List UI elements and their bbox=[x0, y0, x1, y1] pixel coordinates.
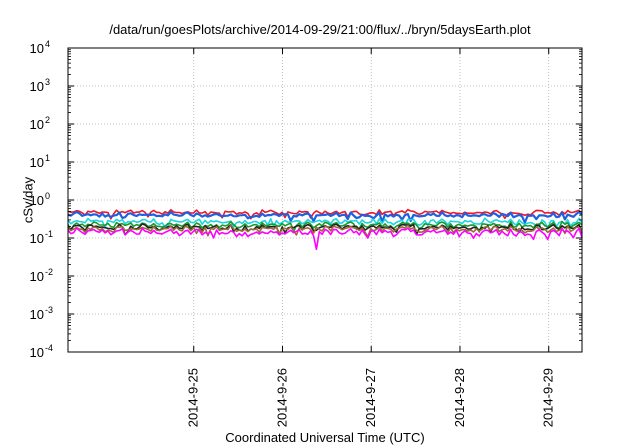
plot-area-border bbox=[67, 47, 583, 353]
x-tick-label: 2014-9-29 bbox=[541, 368, 556, 427]
y-tick-label-exponent: -2 bbox=[45, 267, 53, 277]
y-tick-label-exponent: 0 bbox=[45, 191, 50, 201]
x-tick-label: 2014-9-27 bbox=[363, 368, 378, 427]
x-tick-label: 2014-9-25 bbox=[186, 368, 201, 427]
y-axis-label: cSv/day bbox=[20, 176, 36, 224]
series-lines bbox=[67, 208, 583, 251]
series-line bbox=[67, 210, 583, 224]
y-tick-label-exponent: 2 bbox=[45, 115, 50, 125]
series-line bbox=[67, 217, 583, 230]
y-tick-label: 10 bbox=[30, 231, 44, 246]
x-tick-label: 2014-9-26 bbox=[274, 368, 289, 427]
series-line bbox=[67, 220, 583, 233]
y-tick-label-exponent: 4 bbox=[45, 39, 50, 49]
series-line bbox=[67, 227, 583, 251]
y-tick-label: 10 bbox=[30, 307, 44, 322]
y-tick-label: 10 bbox=[30, 155, 44, 170]
y-tick-label: 10 bbox=[30, 117, 44, 132]
x-axis-label: Coordinated Universal Time (UTC) bbox=[225, 430, 425, 445]
chart-title: /data/run/goesPlots/archive/2014-09-29/2… bbox=[109, 22, 531, 37]
y-tick-label-exponent: 3 bbox=[45, 77, 50, 87]
y-tick-label-exponent: -3 bbox=[45, 305, 53, 315]
y-tick-label: 10 bbox=[30, 193, 44, 208]
series-line bbox=[67, 208, 583, 220]
y-tick-label: 10 bbox=[30, 269, 44, 284]
grid-lines bbox=[68, 48, 582, 352]
y-tick-label-exponent: -1 bbox=[45, 229, 53, 239]
y-tick-label: 10 bbox=[30, 41, 44, 56]
y-tick-label: 10 bbox=[30, 345, 44, 360]
series-line bbox=[67, 224, 583, 238]
x-axis: 2014-9-25 2014-9-26 2014-9-27 2014-9-28 2014… bbox=[186, 48, 556, 427]
y-tick-label-exponent: -4 bbox=[45, 343, 53, 353]
y-tick-label: 10 bbox=[30, 79, 44, 94]
y-tick-label-exponent: 1 bbox=[45, 153, 50, 163]
x-tick-label: 2014-9-28 bbox=[452, 368, 467, 427]
